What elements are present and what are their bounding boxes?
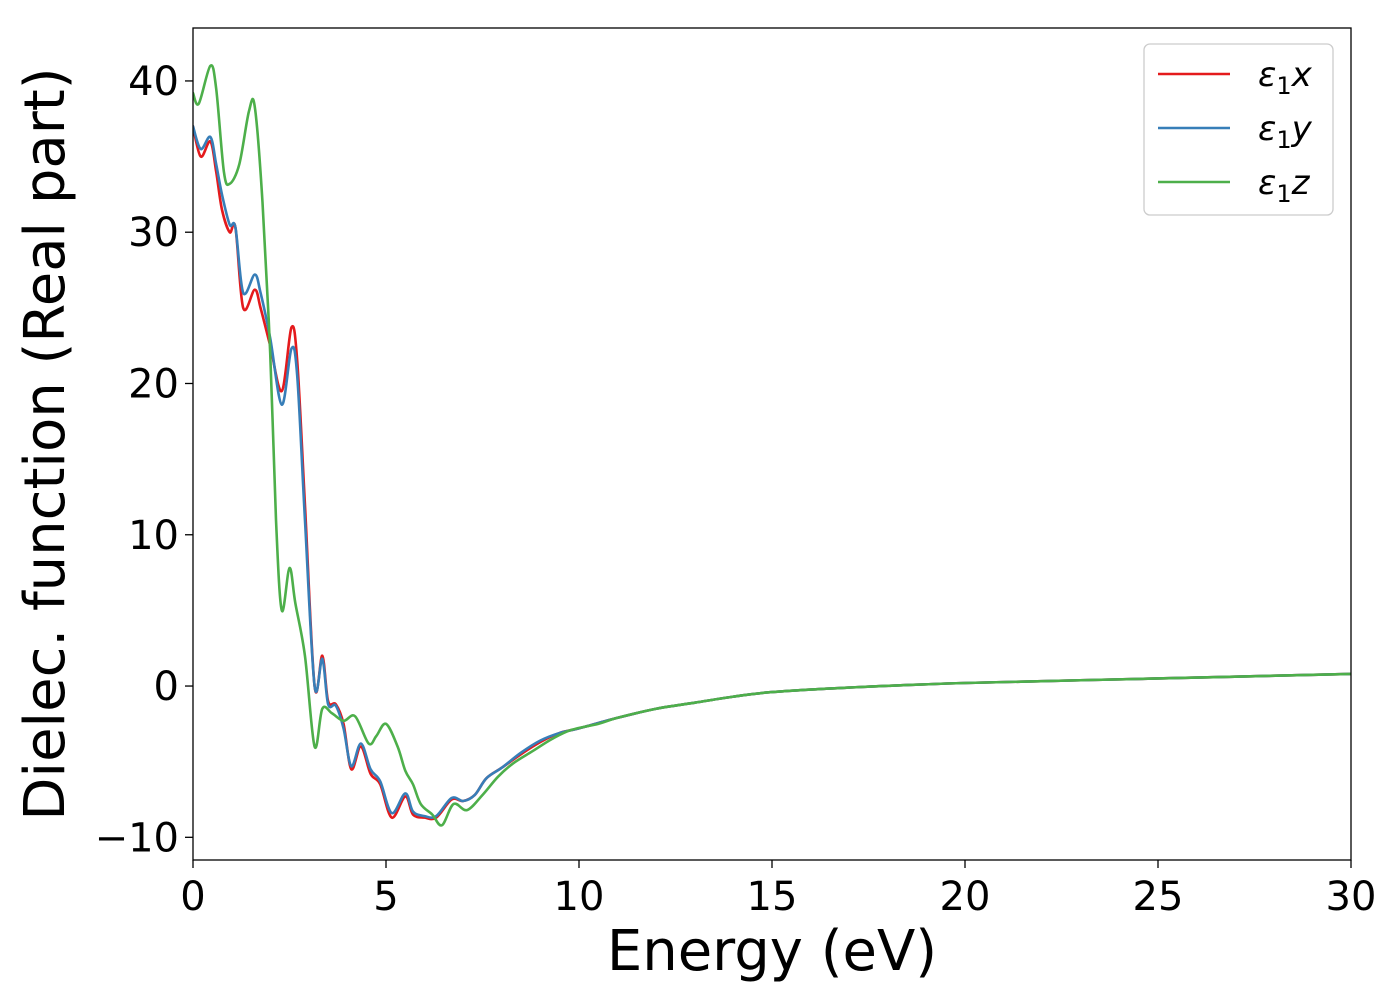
y-tick-label: 0 [154,664,179,710]
y-axis: −10 0 10 20 30 40 [95,59,193,861]
x-axis-label: Energy (eV) [607,919,937,984]
x-tick-label: 20 [940,874,991,920]
series-line-x [193,125,1351,821]
series-group [193,64,1351,827]
legend-label-z: ε1z [1258,163,1311,208]
y-axis-label: Dielec. function (Real part) [13,67,78,820]
x-axis: 0 5 10 15 20 25 30 [180,860,1376,920]
y-tick-label: 30 [128,210,179,256]
x-tick-label: 5 [373,874,398,920]
legend-box [1143,43,1334,216]
legend-label-y: ε1y [1258,109,1313,154]
legend-label-x: ε1x [1258,55,1313,100]
y-tick-label: 20 [128,361,179,407]
series-line-z [193,64,1351,827]
series-line-y [193,125,1351,819]
y-tick-label: 40 [128,59,179,105]
x-tick-label: 10 [554,874,605,920]
x-tick-label: 25 [1133,874,1184,920]
y-tick-label: 10 [128,513,179,559]
legend: ε1x ε1y ε1z [1143,43,1334,216]
y-tick-label: −10 [95,815,179,861]
x-tick-label: 0 [180,874,205,920]
x-tick-label: 15 [747,874,798,920]
x-tick-label: 30 [1326,874,1377,920]
